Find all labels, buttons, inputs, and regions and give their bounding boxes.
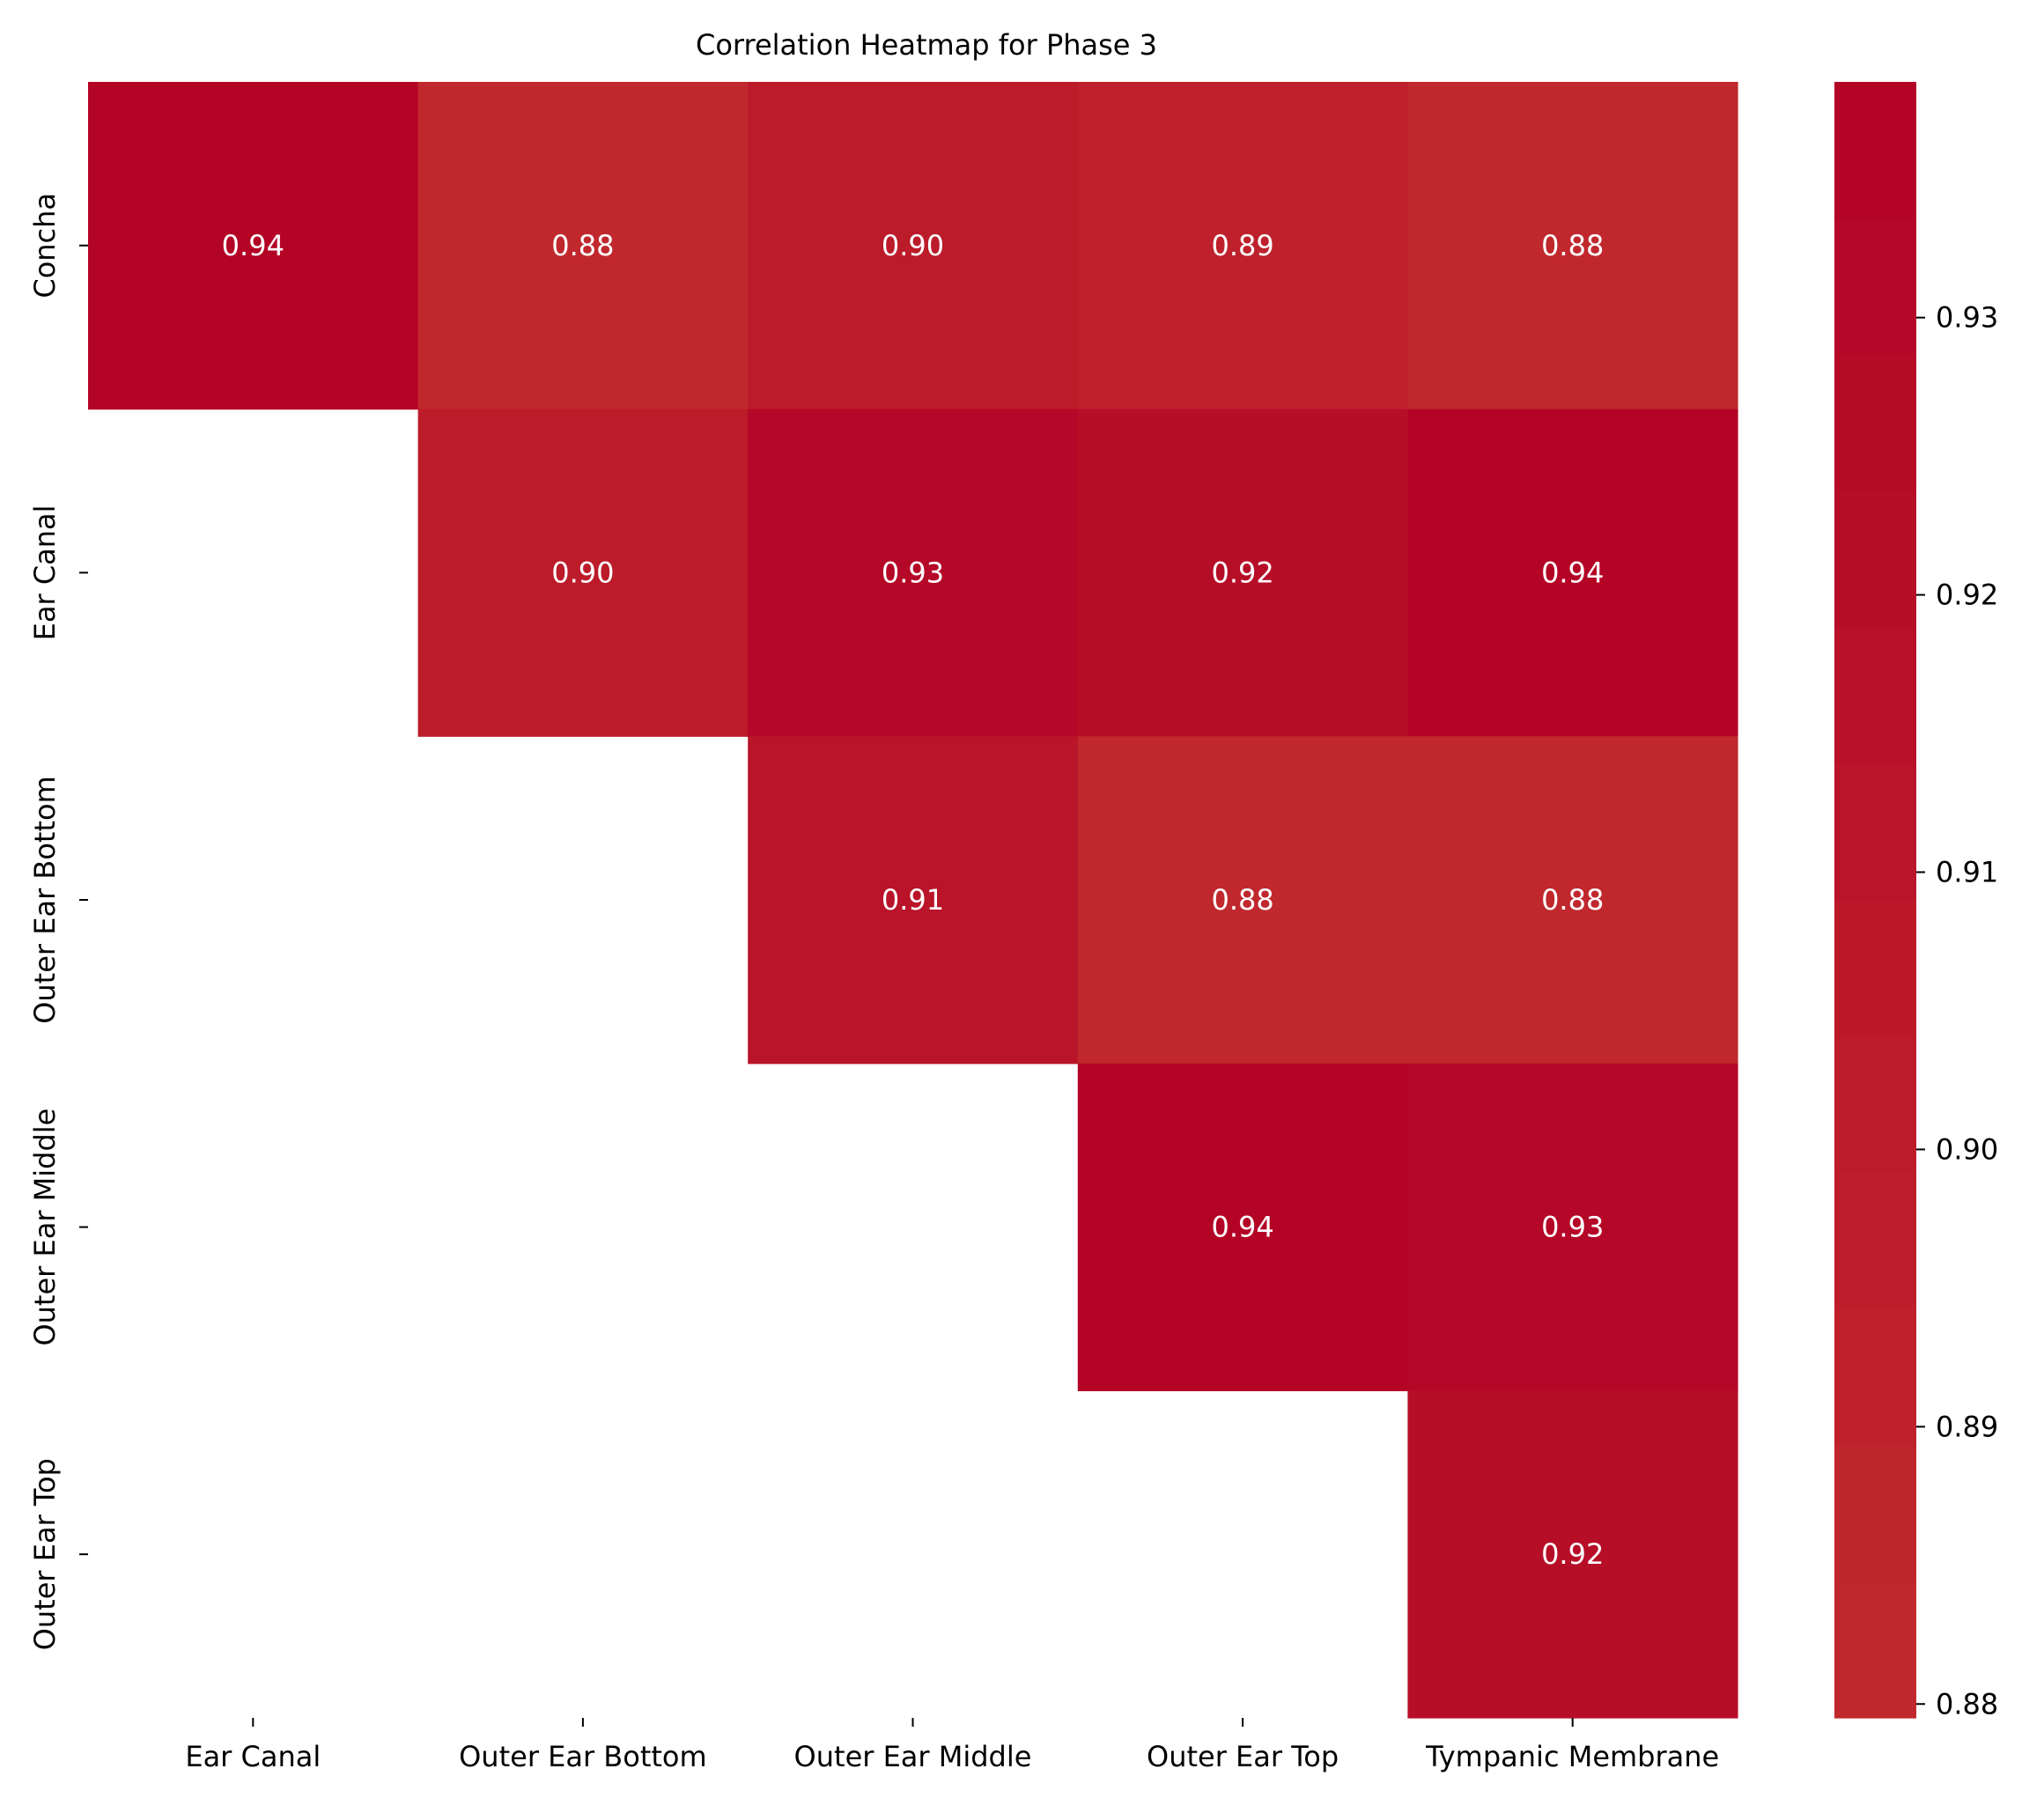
cell-value-label: 0.94 xyxy=(1211,1211,1273,1244)
cell-value-label: 0.88 xyxy=(1541,229,1604,262)
heatmap-cell xyxy=(748,736,1079,1065)
cell-value-label: 0.94 xyxy=(1541,556,1604,589)
cell-value-label: 0.88 xyxy=(551,229,614,262)
colorbar-tick-label: 0.88 xyxy=(1936,1687,1998,1721)
heatmap-cell xyxy=(1407,1063,1738,1391)
colorbar-band xyxy=(1834,354,1916,492)
x-axis: Ear Canal Outer Ear Bottom Outer Ear Middl… xyxy=(185,1718,1719,1773)
colorbar-tick-label: 0.91 xyxy=(1936,856,1998,889)
colorbar-band xyxy=(1834,1581,1916,1719)
heatmap-cell xyxy=(1077,409,1408,737)
cell-value-label: 0.91 xyxy=(882,883,944,917)
y-tick-label: Ear Canal xyxy=(28,505,62,640)
colorbar-tick-label: 0.90 xyxy=(1936,1132,1998,1166)
colorbar-band xyxy=(1834,1308,1916,1446)
cell-value-label: 0.90 xyxy=(551,556,614,589)
heatmap-cell xyxy=(1077,1063,1408,1391)
colorbar-band xyxy=(1834,1172,1916,1310)
colorbar-tick-label: 0.89 xyxy=(1936,1410,1998,1443)
y-axis: Concha Ear Canal Outer Ear Bottom Outer Ear… xyxy=(28,193,88,1650)
heatmap-cell xyxy=(748,82,1079,410)
cell-value-label: 0.88 xyxy=(1211,883,1273,917)
cell-value-label: 0.93 xyxy=(1541,1211,1604,1244)
heatmap-cells: 0.94 0.88 0.90 0.89 0.88 0.90 0.93 0.92 0.94 0.91… xyxy=(88,82,1738,1719)
x-tick-label: Outer Ear Bottom xyxy=(459,1740,707,1773)
heatmap-cell xyxy=(1407,736,1738,1065)
y-tick-label: Outer Ear Top xyxy=(28,1458,62,1650)
colorbar-band xyxy=(1834,1445,1916,1582)
x-tick-label: Ear Canal xyxy=(185,1740,321,1773)
heatmap-cell xyxy=(748,409,1079,737)
cell-value-label: 0.94 xyxy=(222,229,284,262)
colorbar-band xyxy=(1834,763,1916,901)
cell-value-label: 0.93 xyxy=(882,556,944,589)
cell-value-label: 0.92 xyxy=(1541,1537,1604,1571)
x-tick-label: Tympanic Membrane xyxy=(1425,1740,1719,1773)
colorbar-band xyxy=(1834,900,1916,1037)
colorbar-band xyxy=(1834,1035,1916,1174)
cell-value-label: 0.92 xyxy=(1211,556,1273,589)
heatmap-cell xyxy=(1077,82,1408,410)
colorbar-band xyxy=(1834,627,1916,764)
cell-value-label: 0.88 xyxy=(1541,883,1604,917)
cell-value-label: 0.90 xyxy=(882,229,944,262)
colorbar-tick-label: 0.93 xyxy=(1936,301,1998,335)
cell-value-label: 0.89 xyxy=(1211,229,1273,262)
heatmap-cell xyxy=(417,409,749,737)
colorbar-band xyxy=(1834,82,1916,219)
y-tick-label: Outer Ear Middle xyxy=(28,1109,62,1346)
chart-title: Correlation Heatmap for Phase 3 xyxy=(696,28,1157,62)
y-tick-label: Concha xyxy=(28,193,62,298)
colorbar-tick-label: 0.92 xyxy=(1936,578,1998,612)
heatmap-cell xyxy=(1077,736,1408,1065)
colorbar-band xyxy=(1834,490,1916,628)
heatmap-cell xyxy=(417,82,749,410)
y-tick-label: Outer Ear Bottom xyxy=(28,776,62,1024)
colorbar: 0.88 0.89 0.90 0.91 0.92 0.93 xyxy=(1834,82,1998,1721)
heatmap-cell xyxy=(1407,1390,1738,1719)
colorbar-band xyxy=(1834,217,1916,356)
x-tick-label: Outer Ear Top xyxy=(1147,1740,1339,1773)
heatmap-cell xyxy=(1407,82,1738,410)
x-tick-label: Outer Ear Middle xyxy=(794,1740,1032,1773)
heatmap-cell xyxy=(88,82,419,410)
heatmap-cell xyxy=(1407,409,1738,737)
